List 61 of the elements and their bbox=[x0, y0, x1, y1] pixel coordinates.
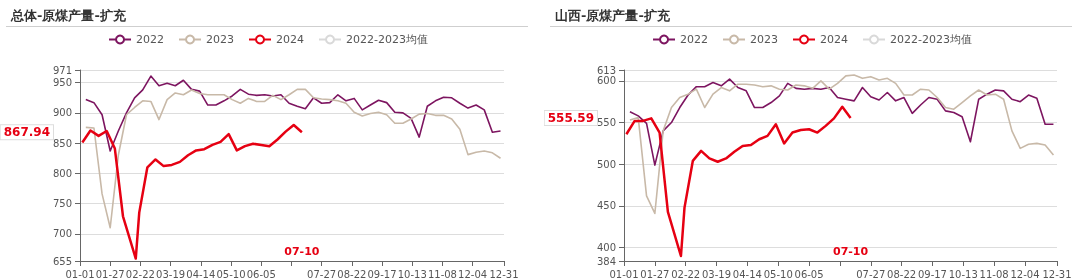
x-tick-label: 01-01 bbox=[65, 268, 95, 279]
legend-label: 2024 bbox=[276, 33, 305, 46]
x-tick-label: 02-22 bbox=[671, 268, 701, 279]
x-tick-label: 12-04 bbox=[458, 268, 488, 279]
y-tick-label: 450 bbox=[596, 200, 616, 212]
x-tick-label: 11-08 bbox=[979, 268, 1009, 279]
x-tick-label: 04-14 bbox=[186, 268, 216, 279]
legend-label: 2022 bbox=[680, 33, 709, 46]
x-tick-label: 06-05 bbox=[246, 268, 276, 279]
y-tick-label: 550 bbox=[596, 117, 616, 129]
x-tick-label: 02-22 bbox=[125, 268, 155, 279]
x-tick-label: 11-08 bbox=[427, 268, 457, 279]
annotation: 07-10 bbox=[284, 245, 320, 258]
x-tick-label: 12-31 bbox=[1042, 268, 1072, 279]
x-tick-label: 07-27 bbox=[307, 268, 337, 279]
legend-label: 2022-2023均值 bbox=[346, 33, 428, 46]
y-tick-label: 950 bbox=[52, 77, 72, 89]
x-tick-label: 05-10 bbox=[216, 268, 246, 279]
x-tick-label: 12-04 bbox=[1010, 268, 1040, 279]
y-tick-label: 384 bbox=[596, 255, 616, 267]
x-tick-label: 04-14 bbox=[732, 268, 762, 279]
line-series bbox=[629, 74, 1055, 215]
x-tick-label: 09-17 bbox=[917, 268, 947, 279]
legend-label: 2024 bbox=[820, 33, 849, 46]
x-tick-label: 10-13 bbox=[948, 268, 978, 279]
x-tick-label: 01-27 bbox=[640, 268, 670, 279]
line-series bbox=[629, 78, 1055, 166]
x-tick-label: 09-17 bbox=[367, 268, 397, 279]
y-tick-label: 850 bbox=[52, 137, 72, 149]
legend-label: 2022-2023均值 bbox=[890, 33, 972, 46]
x-tick-label: 07-27 bbox=[856, 268, 886, 279]
y-tick-label: 613 bbox=[596, 64, 616, 76]
y-tick-label: 900 bbox=[52, 107, 72, 119]
x-tick-label: 10-13 bbox=[397, 268, 427, 279]
annotation: 07-10 bbox=[832, 245, 869, 258]
legend-label: 2023 bbox=[206, 33, 235, 46]
x-tick-label: 06-05 bbox=[794, 268, 824, 279]
legend-label: 2023 bbox=[750, 33, 779, 46]
y-tick-label: 750 bbox=[52, 198, 72, 210]
y-tick-label: 400 bbox=[596, 242, 616, 254]
chart-title: 山西-原煤产量-扩充 bbox=[555, 8, 671, 23]
chart-title: 总体-原煤产量-扩充 bbox=[10, 8, 127, 23]
legend-label: 2022 bbox=[136, 33, 165, 46]
y-tick-label: 500 bbox=[596, 158, 616, 170]
x-tick-label: 03-19 bbox=[156, 268, 186, 279]
x-tick-label: 08-22 bbox=[887, 268, 917, 279]
x-tick-label: 12-31 bbox=[489, 268, 519, 279]
x-tick-label: 01-01 bbox=[609, 268, 639, 279]
x-tick-label: 03-19 bbox=[702, 268, 732, 279]
y-tick-label: 655 bbox=[52, 255, 72, 267]
y-tick-label: 700 bbox=[52, 228, 72, 240]
x-tick-label: 05-10 bbox=[763, 268, 793, 279]
y-tick-label: 971 bbox=[52, 64, 72, 76]
y-tick-label: 800 bbox=[52, 167, 72, 179]
x-tick-label: 01-27 bbox=[95, 268, 125, 279]
text: 867.94 bbox=[3, 125, 50, 140]
line-series bbox=[85, 88, 502, 229]
x-tick-label: 08-22 bbox=[337, 268, 367, 279]
text: 555.59 bbox=[547, 110, 594, 125]
line-series bbox=[85, 75, 502, 152]
y-tick-label: 600 bbox=[596, 75, 616, 87]
